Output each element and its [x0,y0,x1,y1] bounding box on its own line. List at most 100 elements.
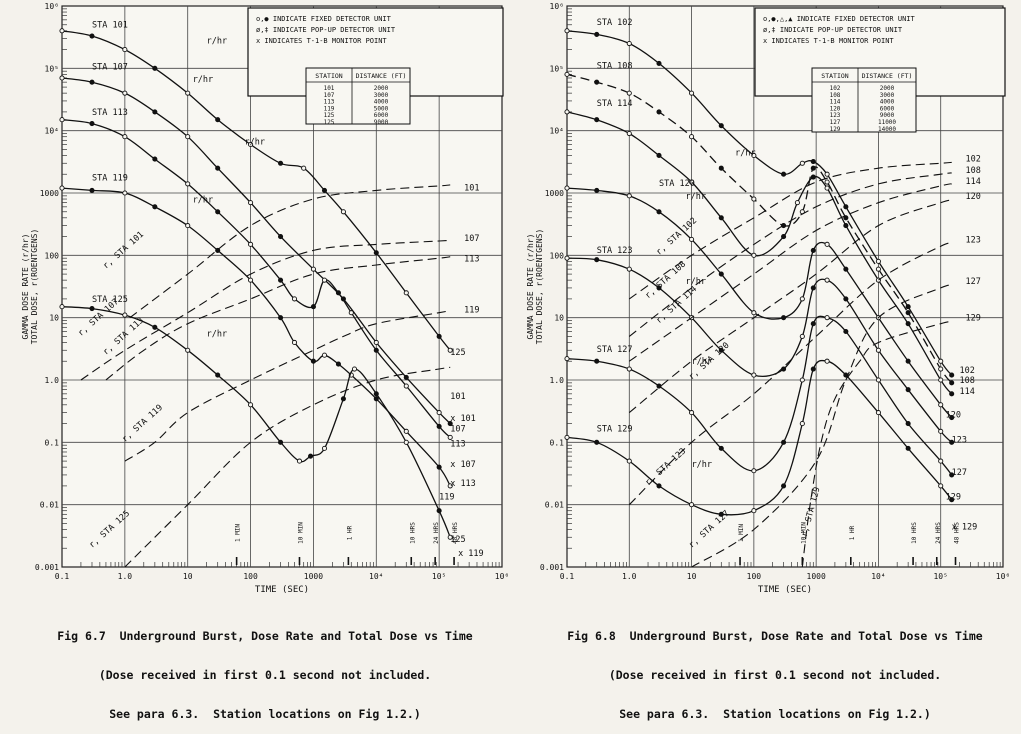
data-point [810,366,816,372]
data-point [594,31,600,37]
data-point [626,90,632,96]
series-line [628,183,952,362]
y-tick-label: 0.1 [45,438,60,447]
data-point [89,79,95,85]
y-tick-label: 0.01 [40,501,59,510]
series-line [628,242,952,506]
y-tick-label: 10⁵ [550,64,564,73]
data-point [310,266,316,272]
data-point [215,117,221,123]
data-point [403,374,409,380]
data-point [59,117,65,123]
annotation-label: r/hr [193,196,213,206]
data-point [373,339,379,346]
annotation-label: x 129 [952,522,978,532]
data-point [799,421,805,427]
x-tick-label: 1.0 [622,572,637,581]
data-point [718,123,724,129]
fig68-caption-line-3: See para 6.3. Station locations on Fig 1… [619,707,931,721]
data-point [656,152,662,159]
data-point [436,464,442,470]
x-tick-label: 10 [183,572,193,581]
data-point [949,439,955,445]
data-point [718,445,724,451]
data-point [718,271,724,277]
station-table-cell: 107 [324,92,335,99]
data-point [185,347,191,353]
annotation-label: STA 129 [597,424,633,434]
data-point [436,333,442,339]
legend-entry: ø,‡ INDICATE POP-UP DETECTOR UNIT [256,26,396,34]
station-table-cell: 4000 [880,99,895,106]
data-point [781,234,787,240]
y-tick-label: 10 [49,314,59,323]
data-point [751,152,757,159]
data-point [373,391,379,397]
station-table-cell: 9000 [374,119,389,126]
x-tick-label: 10⁵ [933,572,947,581]
annotation-label: STA 127 [597,345,633,355]
data-point [656,383,662,389]
annotation-label: r/hr [686,192,706,202]
data-point [843,223,849,229]
fig67-caption-line-3: See para 6.3. Station locations on Fig 1… [109,707,421,721]
data-point [718,215,724,221]
station-table-cell: 108 [830,92,841,99]
annotation-label: 119 [439,493,454,503]
station-table-cell: 129 [830,126,841,133]
series-line [566,315,953,476]
data-point [348,310,354,316]
annotation-label: 114 [959,387,974,397]
data-point [810,174,816,180]
y-tick-label: 10⁴ [550,127,564,136]
y-tick-label: 0.001 [540,563,564,572]
data-point [59,75,65,81]
annotation-label: 129 [946,493,961,503]
x-tick-label: 10⁶ [996,572,1010,581]
annotation-label: STA 113 [92,108,128,118]
station-table-cell: 127 [830,119,841,126]
data-point [89,187,95,193]
series-line [566,30,953,376]
data-point [718,511,724,517]
x-tick-label: 1000 [807,572,826,581]
data-point [152,156,158,162]
y-tick-label: 1000 [40,189,59,198]
annotation-label: 108 [959,376,974,386]
data-point [794,200,800,206]
series-r-sta-123 [628,242,952,506]
time-marker-label: 48 HRS [954,522,961,544]
data-point [626,458,632,464]
data-point [938,428,944,434]
annotation-label: r/hr [735,148,755,158]
series-line [80,239,451,381]
series-r-sta-113 [105,256,451,381]
data-point [824,185,830,191]
data-point [810,285,816,291]
fig68-caption: Fig 6.8 Underground Burst, Dose Rate and… [540,604,1010,734]
data-point [905,304,911,310]
annotation-label: STA 120 [659,179,695,189]
series-line [566,359,953,516]
data-point [938,402,944,408]
series-r-sta-102 [628,161,952,300]
annotation-label: 101 [450,392,465,402]
data-point [905,421,911,427]
series-r-sta-114 [628,183,952,362]
y-tick-label: 10⁴ [45,127,59,136]
data-point [656,109,662,115]
data-point [626,193,632,199]
station-table-cell: 101 [324,85,335,92]
data-point [810,158,816,165]
annotation-label: STA 125 [92,295,128,305]
annotation-label: STA 123 [597,246,633,256]
y-tick-label: 100 [45,251,60,260]
fig67-caption-line-1: Fig 6.7 Underground Burst, Dose Rate and… [57,629,473,643]
y-axis-title-line-1: GAMMA DOSE RATE (r/hr) [526,234,535,340]
data-point [799,296,805,302]
data-point [122,312,128,318]
annotation-label: 119 [464,306,479,316]
data-point [278,439,284,445]
annotation-label: 125 [450,535,465,545]
annotation-label: x 101 [450,414,476,424]
